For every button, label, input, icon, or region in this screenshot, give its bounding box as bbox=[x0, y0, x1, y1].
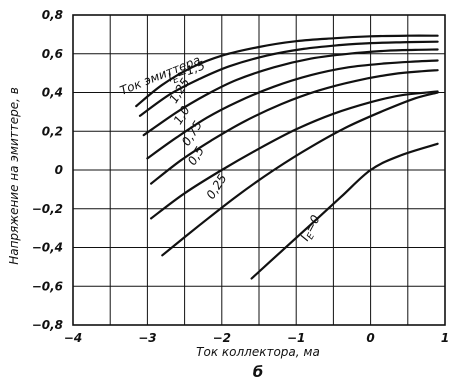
series-line-7 bbox=[250, 142, 439, 280]
series-line-3 bbox=[146, 59, 439, 160]
series-line-0 bbox=[135, 34, 439, 108]
y-tick-label: −0,6 bbox=[32, 279, 63, 293]
x-tick-label: −1 bbox=[287, 331, 305, 345]
y-tick-label: −0,2 bbox=[32, 202, 63, 216]
y-axis-title: Напряжение на эмиттере, в bbox=[7, 87, 21, 265]
y-tick-label: −0,8 bbox=[32, 318, 63, 332]
x-tick-label: −3 bbox=[138, 331, 156, 345]
y-tick-label: 0,4 bbox=[42, 86, 63, 100]
series-label-6: IE=0 bbox=[298, 212, 326, 244]
y-tick-label: 0,8 bbox=[42, 8, 63, 22]
y-tick-label: 0,2 bbox=[42, 124, 63, 138]
y-tick-label: 0,6 bbox=[42, 47, 63, 61]
y-tick-label: −0,4 bbox=[32, 241, 63, 255]
x-axis-title: Ток коллектора, ма bbox=[196, 345, 320, 359]
y-tick-label: 0 bbox=[55, 163, 63, 177]
series-line-5 bbox=[150, 90, 439, 220]
grid bbox=[72, 14, 446, 326]
figure-label: б bbox=[253, 363, 263, 381]
series-label-5: 0,25 bbox=[204, 172, 230, 202]
plot-frame bbox=[72, 14, 446, 326]
x-tick-label: −4 bbox=[64, 331, 82, 345]
series-line-4 bbox=[150, 69, 439, 185]
x-tick-label: 0 bbox=[366, 331, 374, 345]
x-tick-label: 1 bbox=[441, 331, 449, 345]
x-tick-label: −2 bbox=[213, 331, 231, 345]
y-tick-labels: −0,8 −0,6 −0,4 −0,2 0 0,2 0,4 0,6 0,8 bbox=[32, 8, 63, 332]
series-line-1 bbox=[138, 40, 439, 117]
series-line-6 bbox=[161, 91, 439, 257]
series-line-2 bbox=[142, 48, 439, 137]
series-lines bbox=[135, 34, 439, 280]
x-tick-labels: −4 −3 −2 −1 0 1 bbox=[64, 331, 449, 345]
